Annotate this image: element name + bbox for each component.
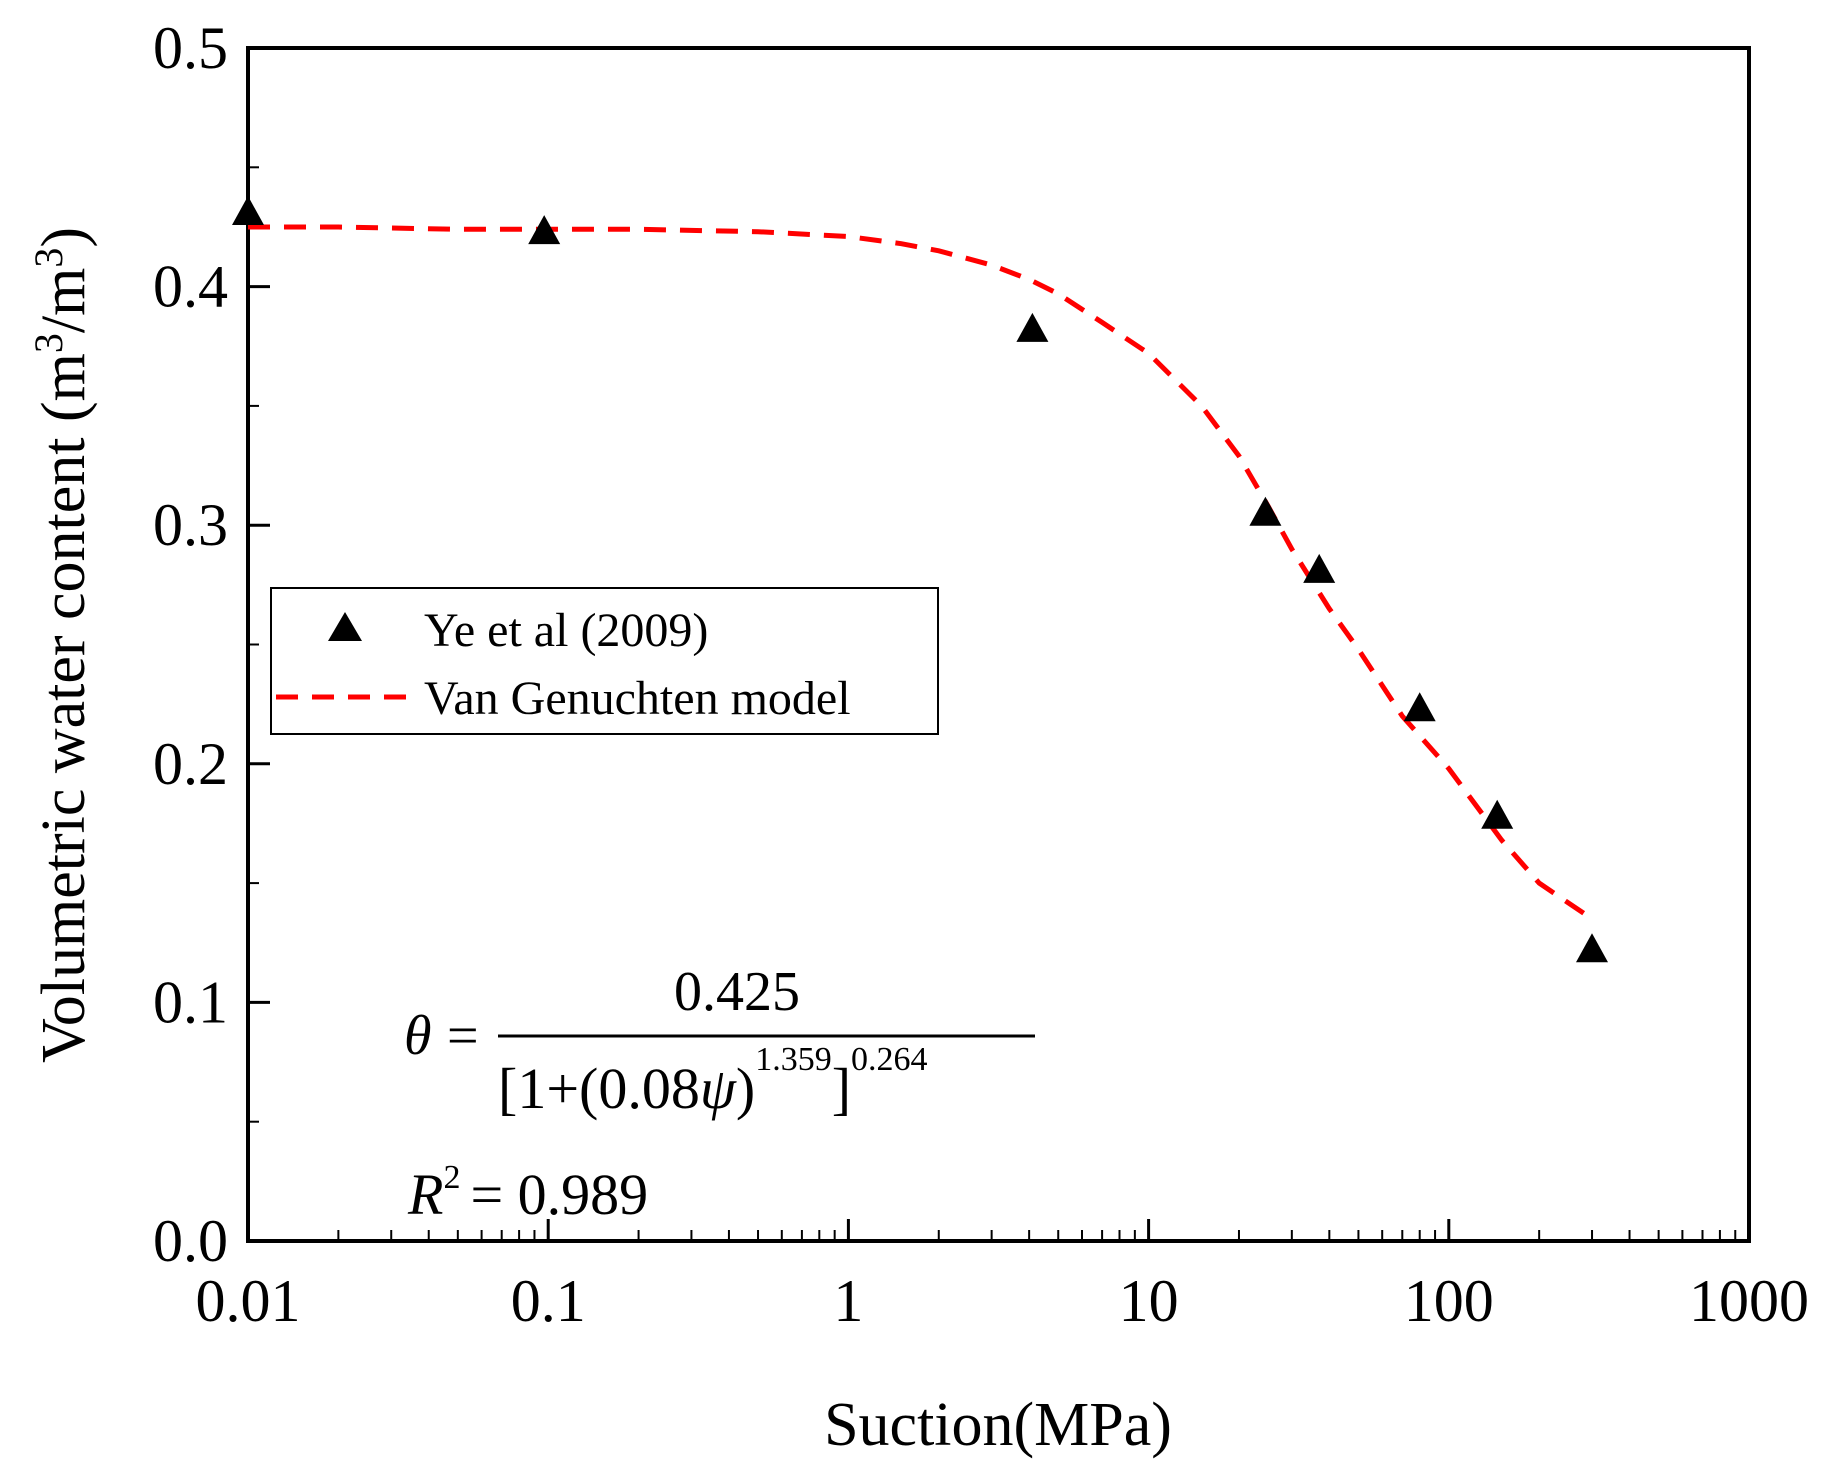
model-curve: [248, 224, 1594, 921]
eq-equals: =: [447, 1005, 479, 1067]
data-point: [1303, 553, 1336, 583]
y-tick-label: 0.2: [153, 731, 228, 797]
y-tick-label: 0.1: [153, 969, 228, 1035]
x-tick-label: 100: [1404, 1268, 1494, 1334]
x-axis-title: Suction(MPa): [824, 1391, 1172, 1459]
legend-label-van-genuchten: Van Genuchten model: [424, 672, 851, 725]
equation-annotation: θ = 0.425 [1+(0.08ψ)1.359]0.264 R2 = 0.98…: [404, 961, 1035, 1227]
eq-theta: θ: [404, 1005, 432, 1067]
eq-numerator: 0.425: [674, 961, 800, 1023]
x-tick-label: 0.1: [511, 1268, 586, 1334]
x-tick-label: 1000: [1689, 1268, 1809, 1334]
eq-denominator: [1+(0.08ψ)1.359]0.264: [498, 1041, 928, 1121]
x-tick-label: 0.01: [196, 1268, 301, 1334]
y-tick-label: 0.3: [153, 492, 228, 558]
legend-box: [270, 587, 939, 735]
data-point: [232, 196, 264, 225]
series-ye-et-al: [232, 196, 1608, 963]
data-point: [1249, 496, 1282, 526]
y-tick-label: 0.0: [153, 1208, 228, 1274]
tick-labels: 0.01 0.1 1 10 100 1000 0.0 0.1 0.2 0.3 0.4 0.5: [153, 15, 1809, 1334]
legend-label-ye-et-al: Ye et al (2009): [424, 604, 708, 657]
x-tick-label: 10: [1119, 1268, 1179, 1334]
data-point: [1016, 312, 1049, 342]
data-point: [1403, 692, 1436, 722]
data-point: [528, 215, 561, 245]
x-tick-label: 1: [833, 1268, 863, 1334]
y-axis-title: Volumetric water content (m3/m3): [26, 227, 99, 1063]
y-tick-label: 0.5: [153, 15, 228, 81]
data-point: [1481, 799, 1514, 829]
y-tick-label: 0.4: [153, 254, 228, 320]
data-point: [1576, 933, 1608, 963]
axis-ticks: [246, 46, 1751, 1243]
r-squared: R2 = 0.989: [407, 1159, 648, 1227]
legend: Ye et al (2009) Van Genuchten model: [270, 587, 939, 735]
series-van-genuchten-model: [248, 224, 1594, 921]
legend-triangle-marker: [328, 612, 362, 641]
